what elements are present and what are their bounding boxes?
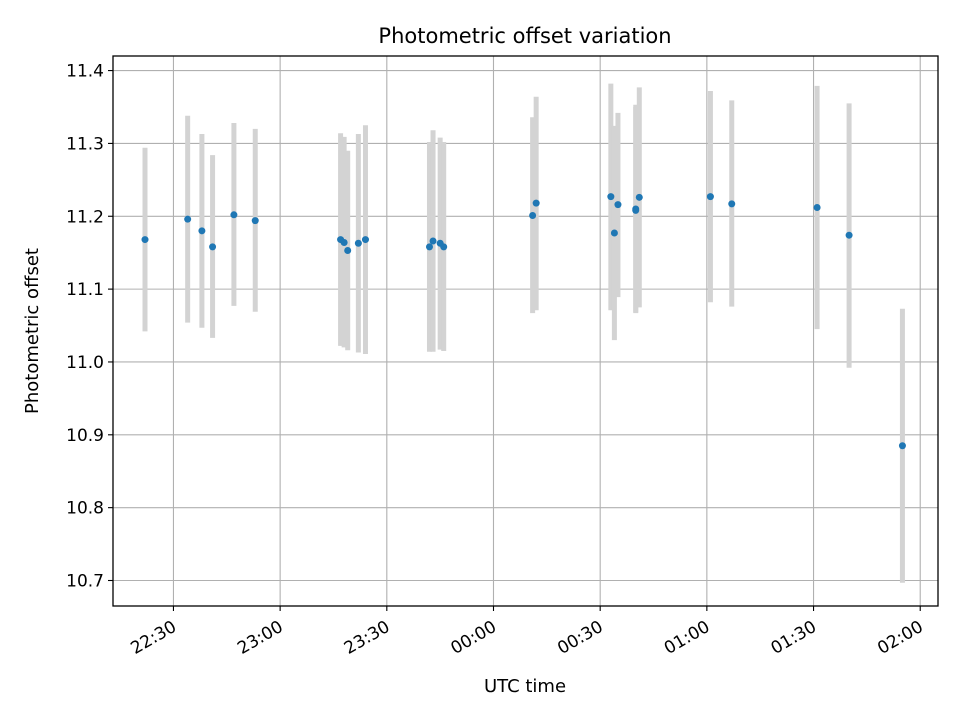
x-tick-label: 23:00 — [234, 617, 286, 659]
data-point — [354, 239, 362, 247]
y-tick-label: 10.9 — [66, 426, 104, 446]
data-point — [610, 229, 618, 237]
x-tick-label: 23:30 — [341, 617, 393, 659]
data-point — [728, 200, 736, 208]
x-tick-label: 22:30 — [128, 617, 180, 659]
data-point — [529, 212, 537, 220]
data-point — [425, 243, 433, 251]
data-point — [607, 193, 615, 201]
y-tick-label: 11.2 — [66, 207, 104, 227]
data-point — [532, 199, 540, 207]
x-tick-label: 01:30 — [768, 617, 820, 659]
x-axis: 22:30 23:00 23:30 00:00 00:30 01:00 01:30 02:00 — [128, 606, 927, 659]
y-tick-label: 11.3 — [66, 134, 104, 154]
data-point — [184, 215, 192, 223]
x-tick-label: 00:00 — [448, 617, 500, 659]
data-point — [344, 247, 352, 255]
y-tick-label: 11.4 — [66, 62, 104, 82]
x-tick-label: 02:00 — [874, 617, 926, 659]
x-tick-label: 00:30 — [554, 617, 606, 659]
data-point — [440, 243, 448, 251]
data-point — [632, 206, 640, 214]
y-axis-label: Photometric offset — [22, 248, 43, 414]
data-point — [198, 227, 206, 235]
grid — [113, 56, 938, 606]
y-tick-label: 11.0 — [66, 353, 104, 373]
y-tick-label: 10.7 — [66, 572, 104, 592]
data-point — [898, 442, 906, 450]
y-axis: 10.7 10.8 10.9 11.0 11.1 11.2 11.3 11.4 — [66, 62, 113, 592]
data-point — [706, 193, 714, 201]
data-point — [361, 236, 369, 244]
data-point — [429, 237, 437, 245]
x-tick-label: 01:00 — [661, 617, 713, 659]
data-point — [845, 231, 853, 239]
x-axis-label: UTC time — [484, 676, 566, 697]
data-point — [230, 211, 238, 219]
data-point — [813, 204, 821, 212]
data-point — [635, 193, 643, 201]
data-point — [141, 236, 149, 244]
plot-frame — [112, 55, 939, 607]
y-tick-label: 11.1 — [66, 280, 104, 300]
data-points — [141, 193, 906, 450]
y-tick-label: 10.8 — [66, 499, 104, 519]
data-point — [209, 243, 217, 251]
data-point — [614, 201, 622, 209]
chart-title: Photometric offset variation — [378, 24, 671, 48]
data-point — [340, 238, 348, 246]
data-point — [251, 217, 259, 225]
